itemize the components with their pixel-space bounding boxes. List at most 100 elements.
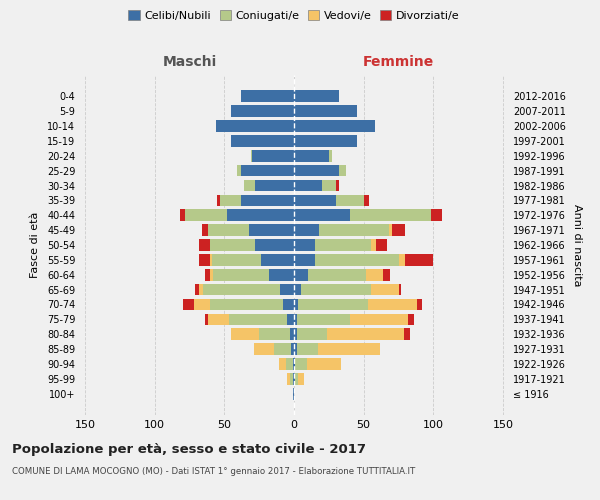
- Bar: [383, 269, 390, 280]
- Bar: [297, 314, 350, 325]
- Bar: [295, 373, 298, 384]
- Bar: [252, 150, 294, 162]
- Bar: [431, 210, 442, 221]
- Bar: [294, 224, 319, 236]
- Text: COMUNE DI LAMA MOCOGNO (MO) - Dati ISTAT 1° gennaio 2017 - Elaborazione TUTTITAL: COMUNE DI LAMA MOCOGNO (MO) - Dati ISTAT…: [12, 468, 415, 476]
- Bar: [213, 269, 269, 280]
- Bar: [328, 328, 404, 340]
- Bar: [231, 135, 294, 146]
- Text: Popolazione per età, sesso e stato civile - 2017: Popolazione per età, sesso e stato civil…: [12, 442, 366, 456]
- Bar: [255, 239, 294, 251]
- Bar: [241, 194, 294, 206]
- Bar: [297, 328, 328, 340]
- Bar: [294, 194, 336, 206]
- Bar: [291, 344, 294, 355]
- Bar: [211, 269, 213, 280]
- Bar: [336, 180, 338, 192]
- Bar: [220, 194, 241, 206]
- Bar: [293, 373, 294, 384]
- Bar: [298, 298, 368, 310]
- Bar: [406, 254, 433, 266]
- Y-axis label: Anni di nascita: Anni di nascita: [572, 204, 583, 286]
- Bar: [371, 239, 376, 251]
- Bar: [294, 328, 297, 340]
- Bar: [250, 224, 294, 236]
- Bar: [350, 314, 408, 325]
- Bar: [287, 373, 290, 384]
- Bar: [269, 269, 294, 280]
- Bar: [308, 269, 367, 280]
- Bar: [231, 106, 294, 117]
- Bar: [195, 284, 199, 296]
- Bar: [180, 210, 185, 221]
- Bar: [294, 254, 315, 266]
- Bar: [182, 298, 194, 310]
- Bar: [404, 328, 410, 340]
- Bar: [280, 284, 294, 296]
- Bar: [241, 165, 294, 176]
- Bar: [185, 210, 227, 221]
- Bar: [294, 344, 297, 355]
- Bar: [371, 284, 398, 296]
- Bar: [294, 314, 297, 325]
- Bar: [203, 284, 280, 296]
- Bar: [301, 284, 371, 296]
- Bar: [367, 269, 383, 280]
- Bar: [212, 254, 260, 266]
- Bar: [254, 344, 274, 355]
- Bar: [211, 254, 212, 266]
- Bar: [329, 150, 332, 162]
- Bar: [368, 298, 416, 310]
- Bar: [237, 165, 241, 176]
- Bar: [194, 298, 211, 310]
- Bar: [392, 224, 406, 236]
- Bar: [244, 180, 255, 192]
- Bar: [398, 254, 406, 266]
- Text: Femmine: Femmine: [363, 56, 434, 70]
- Bar: [315, 254, 398, 266]
- Bar: [259, 328, 290, 340]
- Bar: [322, 180, 336, 192]
- Bar: [364, 194, 369, 206]
- Bar: [298, 373, 304, 384]
- Bar: [294, 106, 357, 117]
- Bar: [319, 224, 389, 236]
- Bar: [208, 224, 250, 236]
- Bar: [315, 239, 371, 251]
- Bar: [294, 284, 301, 296]
- Bar: [294, 239, 315, 251]
- Bar: [294, 90, 338, 102]
- Bar: [336, 194, 364, 206]
- Bar: [241, 90, 294, 102]
- Bar: [208, 314, 229, 325]
- Bar: [294, 150, 329, 162]
- Bar: [307, 358, 341, 370]
- Bar: [199, 284, 203, 296]
- Bar: [286, 358, 293, 370]
- Bar: [294, 298, 298, 310]
- Bar: [317, 344, 380, 355]
- Bar: [294, 135, 357, 146]
- Bar: [338, 165, 346, 176]
- Bar: [255, 180, 294, 192]
- Text: Maschi: Maschi: [163, 56, 217, 70]
- Bar: [199, 239, 211, 251]
- Bar: [231, 328, 259, 340]
- Bar: [408, 314, 414, 325]
- Bar: [216, 120, 294, 132]
- Bar: [251, 150, 252, 162]
- Bar: [389, 224, 392, 236]
- Bar: [295, 358, 307, 370]
- Bar: [205, 314, 208, 325]
- Bar: [205, 269, 211, 280]
- Bar: [199, 254, 211, 266]
- Bar: [293, 388, 294, 400]
- Bar: [211, 298, 283, 310]
- Bar: [294, 120, 375, 132]
- Bar: [350, 210, 431, 221]
- Bar: [278, 358, 286, 370]
- Legend: Celibi/Nubili, Coniugati/e, Vedovi/e, Divorziati/e: Celibi/Nubili, Coniugati/e, Vedovi/e, Di…: [126, 8, 462, 23]
- Bar: [211, 239, 255, 251]
- Bar: [294, 373, 295, 384]
- Bar: [293, 358, 294, 370]
